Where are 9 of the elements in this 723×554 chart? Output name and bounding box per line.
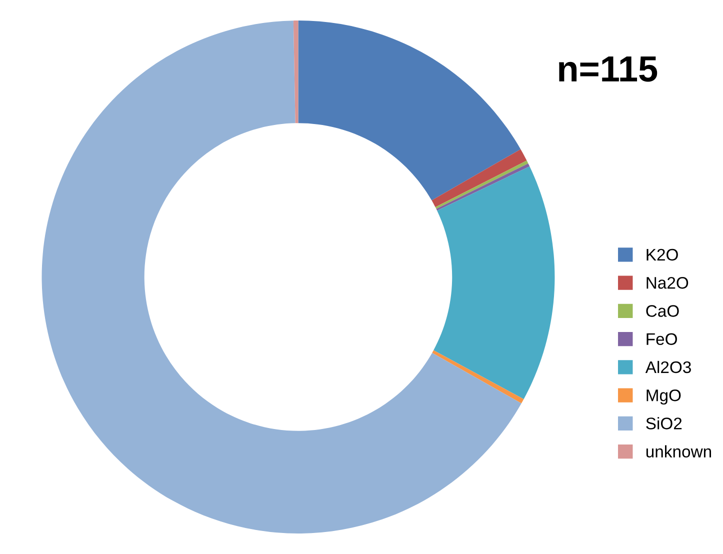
legend-label: FeO [646, 333, 677, 346]
legend-label: SiO2 [646, 417, 682, 430]
legend-label: MgO [646, 389, 681, 405]
legend-label: Na2O [646, 276, 688, 289]
text: n=115 [559, 56, 658, 82]
legend-label: K2O [646, 248, 678, 261]
legend-label: Al2O3 [645, 360, 691, 374]
legend-label: unknown [646, 445, 712, 458]
legend-label: CaO [646, 305, 679, 317]
